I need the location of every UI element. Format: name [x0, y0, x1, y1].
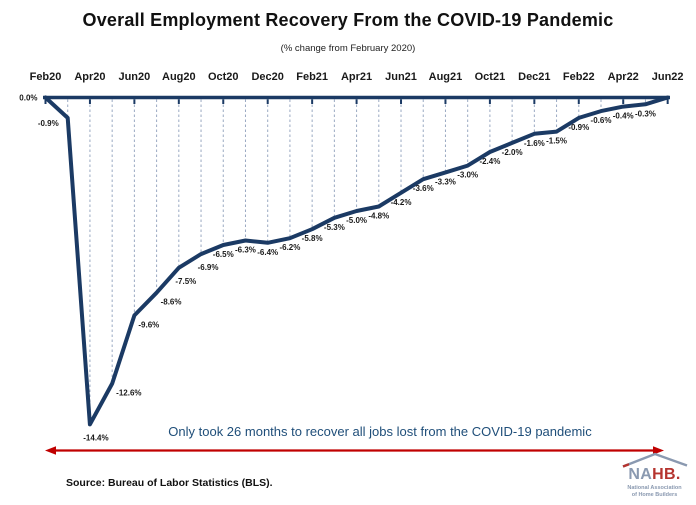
data-label: -6.2% — [279, 243, 300, 252]
data-label: -5.0% — [346, 216, 367, 225]
x-axis-label: Jun22 — [652, 71, 684, 83]
data-label: -2.4% — [479, 157, 500, 166]
nahb-subtext-line1: National Association — [627, 485, 682, 491]
x-axis-label: Oct21 — [475, 71, 506, 83]
data-label: -6.3% — [235, 246, 256, 255]
data-label: -0.9% — [568, 123, 589, 132]
nahb-wordmark: NAHB. — [613, 467, 696, 483]
data-label: -5.3% — [324, 223, 345, 232]
data-label: -3.3% — [435, 177, 456, 186]
recovery-arrow-left-head — [45, 446, 56, 455]
annotation-text: Only took 26 months to recover all jobs … — [168, 424, 592, 439]
data-label: -1.6% — [524, 139, 545, 148]
x-axis-label: Dec21 — [518, 71, 550, 83]
recovery-arrow-right-head — [653, 446, 664, 455]
data-label: -5.8% — [302, 234, 323, 243]
nahb-roof-icon — [622, 452, 687, 468]
x-axis-label: Aug21 — [429, 71, 463, 83]
data-label: -6.5% — [213, 250, 234, 259]
data-label: -8.6% — [161, 298, 182, 307]
data-label: -0.3% — [635, 109, 656, 118]
x-axis-label: Jun20 — [118, 71, 150, 83]
data-label: -0.4% — [613, 112, 634, 121]
x-axis-label: Oct20 — [208, 71, 239, 83]
x-axis-label: Apr22 — [608, 71, 639, 83]
x-axis-label: Apr20 — [74, 71, 105, 83]
data-label: -9.6% — [138, 320, 159, 329]
data-label: -12.6% — [116, 389, 141, 398]
chart-subtitle: (% change from February 2020) — [280, 43, 416, 54]
x-axis-label: Feb20 — [30, 71, 62, 83]
data-label: -1.5% — [546, 137, 567, 146]
x-axis-label: Dec20 — [251, 71, 283, 83]
employment-line — [43, 95, 670, 427]
x-axis-label: Apr21 — [341, 71, 372, 83]
data-label: -3.0% — [457, 171, 478, 180]
nahb-wordmark-na: NA — [628, 466, 653, 483]
data-label: -2.0% — [502, 148, 523, 157]
page-title: Overall Employment Recovery From the COV… — [82, 10, 614, 30]
data-label: -4.2% — [391, 198, 412, 207]
data-label: 0.0% — [19, 94, 37, 103]
data-label: -14.4% — [83, 433, 108, 442]
x-axis-label: Feb22 — [563, 71, 595, 83]
data-label: -3.6% — [413, 184, 434, 193]
nahb-logo: NAHB. National Association of Home Build… — [613, 452, 696, 499]
nahb-subtext-line2: of Home Builders — [631, 491, 678, 498]
source-note: Source: Bureau of Labor Statistics (BLS)… — [66, 477, 273, 489]
data-label: -0.6% — [591, 116, 612, 125]
data-label: -6.9% — [198, 263, 219, 272]
x-axis-label: Aug20 — [162, 71, 196, 83]
data-label: -6.4% — [257, 248, 278, 257]
nahb-logo-subtext: National Association of Home Builders — [613, 485, 696, 499]
data-label: -0.9% — [38, 119, 59, 128]
data-label: -7.5% — [175, 277, 196, 286]
x-axis-label: Jun21 — [385, 71, 417, 83]
data-label: -4.8% — [368, 211, 389, 220]
nahb-wordmark-hb: HB. — [652, 466, 681, 483]
x-axis-label: Feb21 — [296, 71, 328, 83]
